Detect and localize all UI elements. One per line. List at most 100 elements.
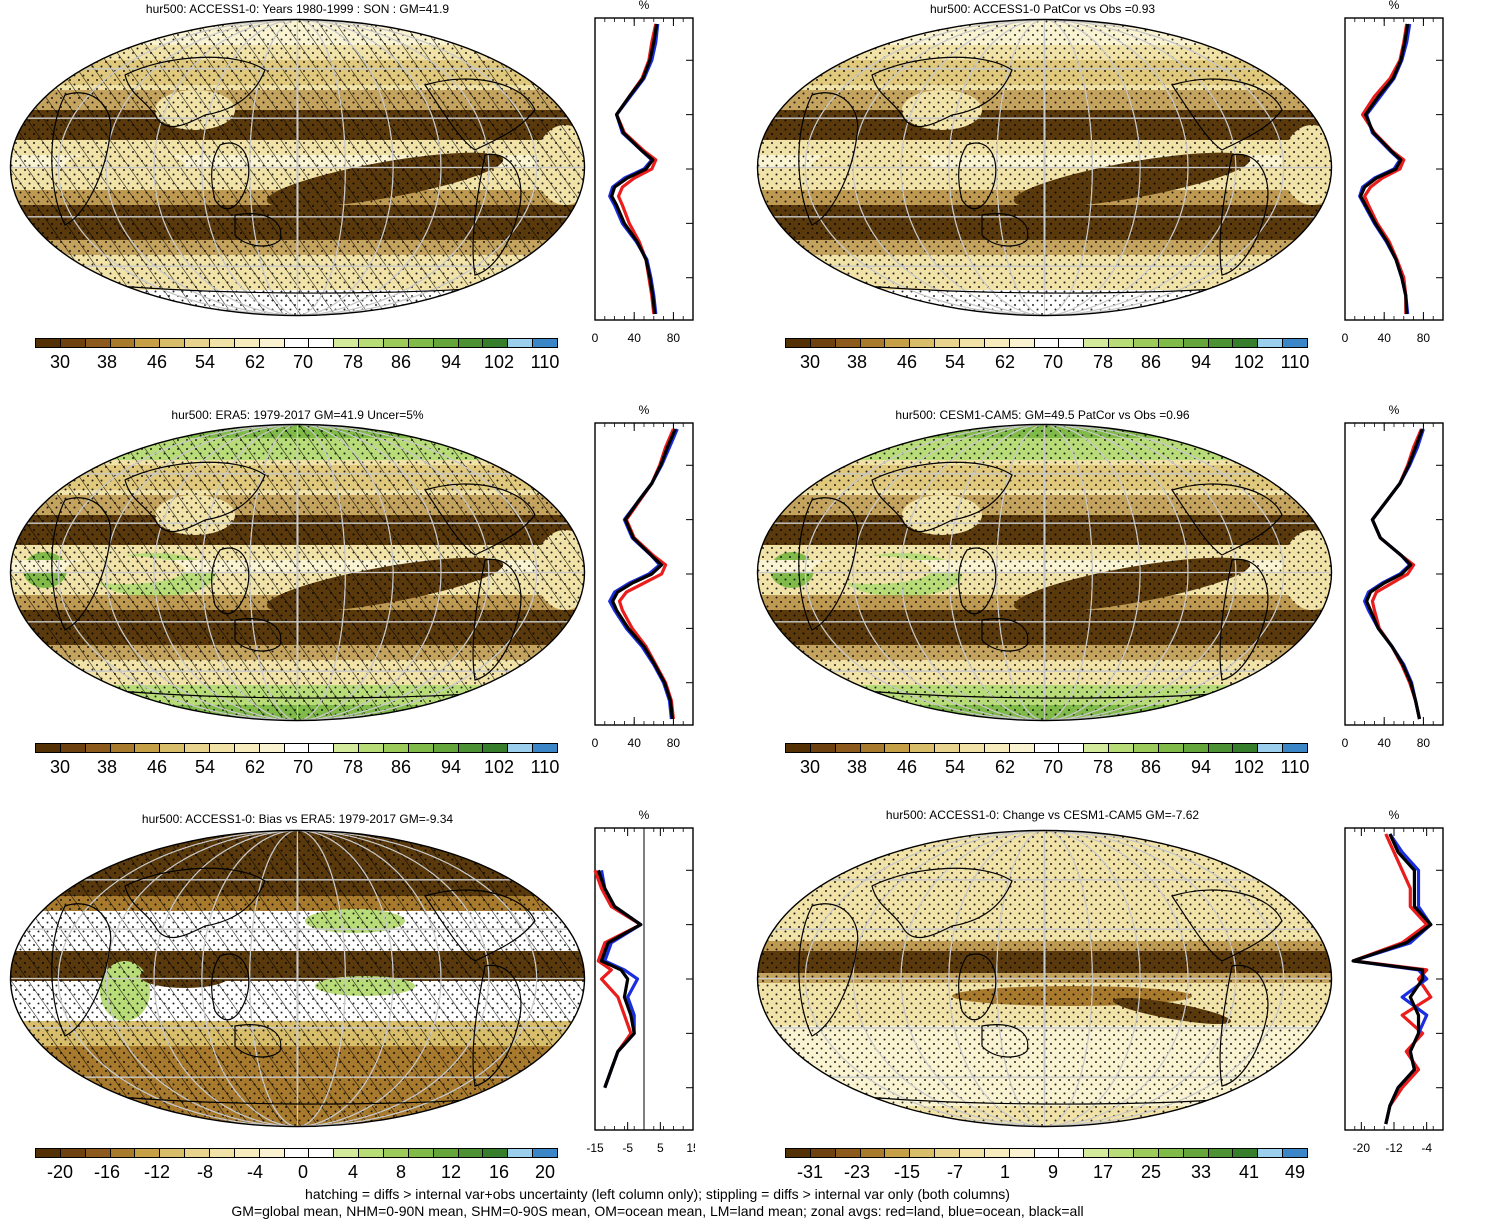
- profile-xtick: 0: [592, 331, 599, 345]
- colorbar-swatch: [433, 744, 459, 752]
- colorbar-tick: 1: [999, 1162, 1011, 1182]
- colorbar-swatch: [1109, 1149, 1135, 1157]
- colorbar-swatch: [935, 339, 961, 347]
- footer-notes: hatching = diffs > internal var+obs unce…: [0, 1186, 1315, 1220]
- colorbar-swatch: [885, 1149, 911, 1157]
- colorbar-swatch: [860, 339, 886, 347]
- svg-text:%: %: [639, 0, 650, 12]
- profile-xtick: 40: [1378, 331, 1392, 345]
- colorbar-tick: 12: [440, 1162, 462, 1182]
- colorbar-swatch: [1183, 339, 1209, 347]
- profile-xtick: -4: [1421, 1141, 1432, 1155]
- colorbar-tick: 8: [395, 1162, 407, 1182]
- colorbar-swatch: [85, 339, 111, 347]
- colorbar-swatch: [259, 744, 285, 752]
- colorbar-swatch: [1009, 1149, 1035, 1157]
- colorbar-swatch: [786, 744, 811, 752]
- colorbar-swatch: [1059, 744, 1085, 752]
- colorbar-swatch: [1009, 339, 1035, 347]
- colorbar-swatch: [483, 339, 509, 347]
- panel-title: hur500: ACCESS1-0: Years 1980-1999 : SON…: [145, 2, 450, 16]
- colorbar-tick: -4: [246, 1162, 264, 1182]
- colorbar-swatch: [110, 1149, 136, 1157]
- panel-title: hur500: ACCESS1-0: Bias vs ERA5: 1979-20…: [141, 812, 454, 826]
- colorbar-swatch: [60, 1149, 86, 1157]
- colorbar-swatch: [786, 1149, 811, 1157]
- colorbar: [785, 1148, 1308, 1158]
- colorbar-tick: 110: [530, 352, 560, 372]
- colorbar-swatch: [1034, 1149, 1060, 1157]
- colorbar-swatch: [458, 339, 484, 347]
- colorbar-tick: -23: [843, 1162, 871, 1182]
- colorbar-swatch: [1208, 1149, 1234, 1157]
- colorbar-swatch: [135, 339, 161, 347]
- colorbar-swatch: [483, 1149, 509, 1157]
- colorbar-swatch: [36, 744, 61, 752]
- colorbar-swatch: [36, 1149, 61, 1157]
- profile-xtick: -12: [1385, 1141, 1403, 1155]
- colorbar-swatch: [1059, 339, 1085, 347]
- colorbar-swatch: [935, 1149, 961, 1157]
- zonal-profile-plot: %-15-551560N30N030S60S: [586, 810, 695, 1155]
- colorbar-tick: 38: [846, 352, 868, 372]
- colorbar-swatch: [935, 744, 961, 752]
- colorbar-tick: 41: [1238, 1162, 1260, 1182]
- colorbar-swatch: [384, 1149, 409, 1157]
- all-profile-line: [611, 428, 677, 720]
- svg-text:%: %: [639, 810, 650, 822]
- colorbar-swatch: [1158, 1149, 1184, 1157]
- colorbar-swatch: [1233, 339, 1259, 347]
- colorbar-swatch: [458, 1149, 484, 1157]
- colorbar-swatch: [1283, 339, 1308, 347]
- colorbar-tick: 30: [49, 352, 71, 372]
- colorbar-swatch: [334, 744, 360, 752]
- profile-xtick: -15: [586, 1141, 604, 1155]
- colorbar-swatch: [885, 744, 911, 752]
- colorbar-swatch: [1258, 339, 1284, 347]
- colorbar-tick: 49: [1284, 1162, 1306, 1182]
- zonal-profile-plot: %0408060N30N030S60S: [1342, 405, 1444, 750]
- robinson-map: [756, 829, 1333, 1128]
- colorbar-swatch: [835, 339, 861, 347]
- colorbar-swatch: [960, 744, 985, 752]
- colorbar: [35, 1148, 558, 1158]
- colorbar-swatch: [210, 744, 235, 752]
- colorbar-swatch: [910, 339, 936, 347]
- colorbar-tick: 78: [342, 757, 364, 777]
- colorbar-tick: -8: [196, 1162, 214, 1182]
- all-profile-line: [610, 23, 659, 315]
- colorbar-swatch: [1283, 744, 1308, 752]
- colorbar-tick: 70: [292, 757, 314, 777]
- colorbar-swatch: [160, 1149, 186, 1157]
- ocean-profile-line: [1363, 428, 1425, 720]
- colorbar-tick: 46: [146, 352, 168, 372]
- colorbar-tick: -16: [93, 1162, 121, 1182]
- panel-title: hur500: ACCESS1-0 PatCor vs Obs =0.93: [929, 2, 1156, 16]
- panel-title: hur500: CESM1-CAM5: GM=49.5 PatCor vs Ob…: [895, 408, 1190, 422]
- zonal-profile-plot: %0408060N30N030S60S: [1342, 0, 1444, 345]
- colorbar-swatch: [1208, 339, 1234, 347]
- colorbar-swatch: [1258, 1149, 1284, 1157]
- robinson-map: [9, 18, 586, 317]
- colorbar-swatch: [210, 339, 235, 347]
- colorbar-tick: 54: [944, 757, 966, 777]
- colorbar: [35, 743, 558, 753]
- colorbar-tick: 33: [1190, 1162, 1212, 1182]
- colorbar-swatch: [533, 1149, 558, 1157]
- colorbar-swatch: [284, 1149, 310, 1157]
- colorbar-swatch: [1183, 1149, 1209, 1157]
- colorbar-swatch: [334, 1149, 360, 1157]
- colorbar-tick: 78: [1092, 352, 1114, 372]
- colorbar-swatch: [508, 1149, 534, 1157]
- colorbar-swatch: [135, 744, 161, 752]
- colorbar-swatch: [1084, 339, 1110, 347]
- colorbar-tick: 62: [244, 757, 266, 777]
- colorbar-tick: 9: [1047, 1162, 1059, 1182]
- colorbar-swatch: [110, 339, 136, 347]
- profile-xtick: 5: [657, 1141, 664, 1155]
- colorbar-tick: 62: [244, 352, 266, 372]
- colorbar-swatch: [960, 339, 985, 347]
- colorbar-tick: 86: [1140, 757, 1162, 777]
- colorbar-swatch: [60, 339, 86, 347]
- colorbar-swatch: [508, 744, 534, 752]
